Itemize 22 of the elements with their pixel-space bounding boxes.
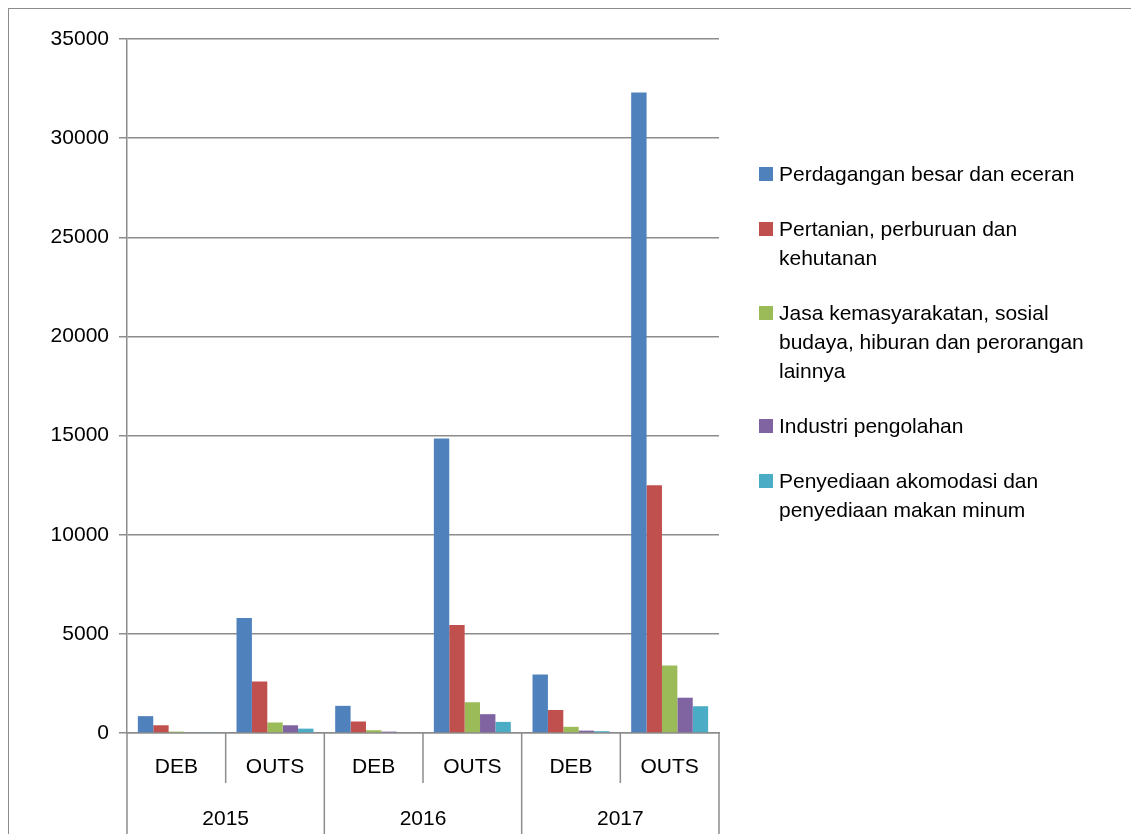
x-tick-label: OUTS xyxy=(640,754,699,778)
text: 2015 xyxy=(202,805,250,829)
x-tick-label: DEB xyxy=(549,754,593,778)
y-tick-label: 15000 xyxy=(50,422,109,446)
x-tick-label: OUTS xyxy=(245,754,305,778)
y-tick-label: 20000 xyxy=(50,323,109,347)
x-tick-label: DEB xyxy=(154,754,198,778)
legend-label: Jasa kemasyarakatan, sosial budaya, hiburan dan perorangan lainnya xyxy=(779,300,1085,384)
x-tick-label: OUTS xyxy=(443,754,502,778)
x-tick-label: DEB xyxy=(352,754,396,778)
text: 2017 xyxy=(596,805,644,829)
y-tick-label: 5000 xyxy=(62,620,109,644)
y-tick-label: 25000 xyxy=(50,224,109,248)
legend-label: Industri pengolahan xyxy=(779,413,964,439)
y-tick-label: 10000 xyxy=(50,521,109,545)
legend-label: Perdagangan besar dan eceran xyxy=(779,161,1075,187)
legend-label: Pertanian, perburuan dan kehutanan xyxy=(779,216,1019,271)
y-tick-label: 0 xyxy=(97,719,109,743)
y-tick-label: 30000 xyxy=(50,124,109,148)
y-tick-label: 35000 xyxy=(50,25,109,49)
text: 2016 xyxy=(399,805,447,829)
legend-label: Penyediaan akomodasi dan penyediaan makan minum xyxy=(779,468,1040,523)
